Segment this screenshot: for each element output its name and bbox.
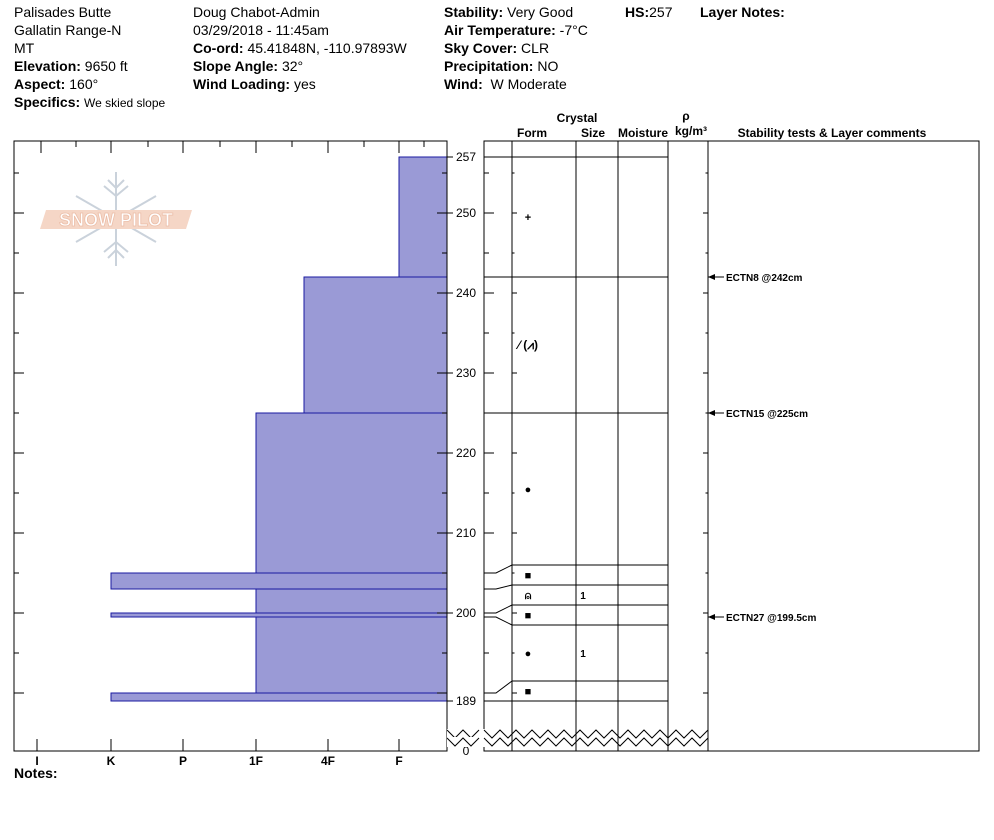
- specifics: Specifics: We skied slope: [14, 94, 166, 110]
- break-mask: [447, 737, 485, 747]
- depth-label: 200: [456, 606, 476, 620]
- grain-form: ●: [525, 648, 532, 660]
- grain-form: ■: [525, 686, 532, 698]
- location: Palisades Butte: [14, 4, 112, 20]
- hardness-bar: [398, 156, 448, 278]
- depth-label: 257: [456, 150, 476, 164]
- elevation: Elevation: 9650 ft: [14, 58, 128, 74]
- grain-form: ■: [525, 570, 532, 582]
- grain-form: ⍝: [525, 590, 532, 602]
- stability-test-label: ECTN27 @199.5cm: [726, 613, 816, 624]
- grain-form: ⁄ (⩘): [515, 338, 538, 352]
- notes-label: Notes:: [14, 765, 58, 781]
- depth-label: 250: [456, 206, 476, 220]
- grain-size: 1: [580, 591, 586, 602]
- grain-form: ●: [525, 484, 532, 496]
- hardness-bar: [110, 612, 448, 618]
- test-arrow: [708, 274, 715, 280]
- hardness-label: 4F: [321, 754, 335, 768]
- stability-test-label: ECTN8 @242cm: [726, 273, 803, 284]
- hardness-label: P: [179, 754, 187, 768]
- hardness-frame: [13, 140, 448, 752]
- hardness-bar: [255, 588, 448, 614]
- break-mask: [447, 729, 485, 739]
- depth-label: 220: [456, 446, 476, 460]
- crystal-header: Crystal: [557, 111, 598, 125]
- depth-label: 210: [456, 526, 476, 540]
- hardness-bar: [303, 276, 448, 414]
- hardness-bar: [110, 692, 448, 702]
- grain-form: +: [525, 212, 531, 224]
- depth-label: 240: [456, 286, 476, 300]
- layer-connector: [484, 564, 513, 574]
- size-header: Size: [581, 126, 605, 140]
- wind-loading: Wind Loading: yes: [193, 76, 316, 92]
- layer-connector: [484, 604, 513, 614]
- stability-header: Stability tests & Layer comments: [738, 126, 927, 140]
- axis-break: [446, 729, 480, 739]
- snow-height: HS:257: [625, 4, 673, 20]
- stability-frame: [707, 140, 980, 752]
- axis-break: [446, 737, 480, 747]
- layer-table-frame: [483, 140, 709, 752]
- hardness-bar: [255, 616, 448, 694]
- test-arrow: [708, 410, 715, 416]
- hardness-label: I: [35, 754, 38, 768]
- density-symbol: ρ: [682, 109, 689, 123]
- range: Gallatin Range-N: [14, 22, 122, 38]
- observer: Doug Chabot-Admin: [193, 4, 320, 20]
- hardness-label: 1F: [249, 754, 263, 768]
- grain-size: 1: [580, 649, 586, 660]
- layer-connector: [484, 680, 513, 694]
- air-temperature: Air Temperature: -7°C: [444, 22, 588, 38]
- layer-connector: [484, 584, 513, 590]
- form-header: Form: [517, 126, 547, 140]
- aspect: Aspect: 160°: [14, 76, 99, 92]
- wind: Wind: W Moderate: [444, 76, 567, 92]
- axis-break: [483, 737, 709, 747]
- coordinates: Co-ord: 45.41848N, -110.97893W: [193, 40, 407, 56]
- axis-break: [483, 729, 709, 739]
- hardness-bar: [110, 572, 448, 590]
- stability-test-label: ECTN15 @225cm: [726, 409, 808, 420]
- layer-notes-label: Layer Notes:: [700, 4, 785, 20]
- slope-angle: Slope Angle: 32°: [193, 58, 304, 74]
- depth-label: 0: [463, 744, 470, 758]
- depth-label: 230: [456, 366, 476, 380]
- test-arrow: [708, 614, 715, 620]
- snowpilot-logo: SNOW PILOT: [40, 172, 192, 266]
- density-header: kg/m³: [675, 124, 707, 138]
- moisture-header: Moisture: [618, 126, 668, 140]
- logo-text: SNOW PILOT: [59, 210, 173, 230]
- precipitation: Precipitation: NO: [444, 58, 559, 74]
- hardness-label: K: [107, 754, 116, 768]
- hardness-bar: [255, 412, 448, 574]
- layer-connector: [484, 616, 513, 626]
- datetime: 03/29/2018 - 11:45am: [193, 22, 329, 38]
- state: MT: [14, 40, 35, 56]
- stability: Stability: Very Good: [444, 4, 574, 20]
- grain-form: ■: [525, 610, 532, 622]
- sky-cover: Sky Cover: CLR: [444, 40, 550, 56]
- depth-label: 189: [456, 694, 476, 708]
- hardness-label: F: [395, 754, 402, 768]
